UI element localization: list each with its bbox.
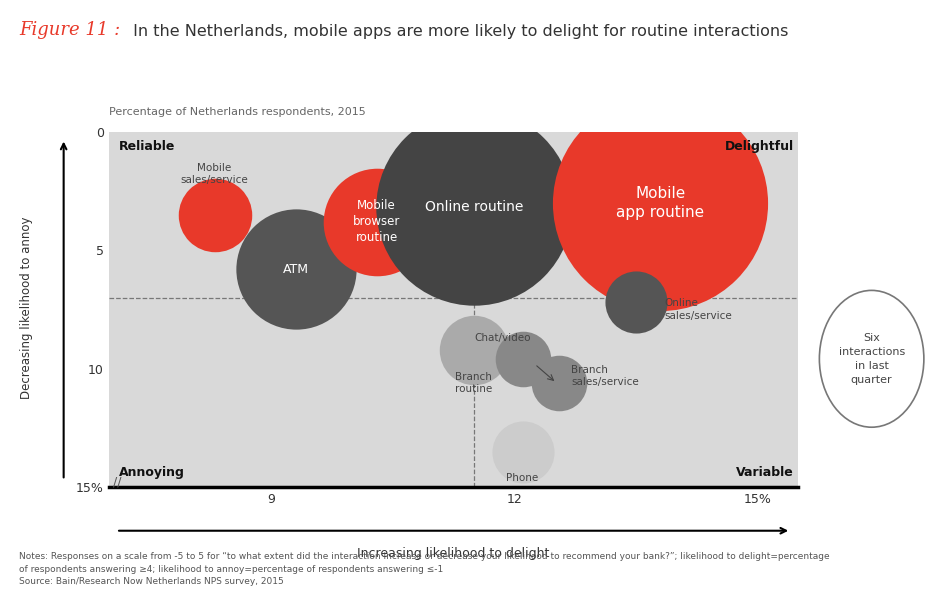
Text: Variable: Variable [736,466,794,479]
Point [653,198,668,208]
Point [628,298,643,307]
Point [466,345,482,355]
Text: Increasing likelihood to delight: Increasing likelihood to delight [357,547,550,560]
Point [369,217,384,227]
Text: Mobile
sales/service: Mobile sales/service [180,163,249,185]
Point [551,378,566,388]
Text: Mobile
browser
routine: Mobile browser routine [353,199,400,244]
Text: Annoying: Annoying [119,466,185,479]
Text: Delightful: Delightful [725,140,794,153]
Text: //: // [113,475,122,489]
Text: Phone: Phone [506,473,539,483]
Text: Figure 11 :: Figure 11 : [19,21,121,39]
Text: Chat/video: Chat/video [474,333,530,343]
Text: Six
interactions
in last
quarter: Six interactions in last quarter [839,333,904,385]
Text: Notes: Responses on a scale from -5 to 5 for “to what extent did the interaction: Notes: Responses on a scale from -5 to 5… [19,552,829,586]
Text: Branch
sales/service: Branch sales/service [571,365,638,387]
Point [466,203,482,212]
Point [515,447,530,457]
Text: Branch
routine: Branch routine [455,372,492,394]
Text: ATM: ATM [282,263,309,276]
Text: Mobile
app routine: Mobile app routine [617,186,704,219]
Text: Online
sales/service: Online sales/service [664,298,732,321]
Text: Reliable: Reliable [119,140,176,153]
Text: Online routine: Online routine [425,200,523,215]
Point [207,210,222,219]
Text: Decreasing likelihood to annoy: Decreasing likelihood to annoy [20,216,33,399]
Point [288,264,303,274]
Point [515,355,530,364]
Text: Percentage of Netherlands respondents, 2015: Percentage of Netherlands respondents, 2… [109,106,366,117]
Text: In the Netherlands, mobile apps are more likely to delight for routine interacti: In the Netherlands, mobile apps are more… [128,24,788,39]
